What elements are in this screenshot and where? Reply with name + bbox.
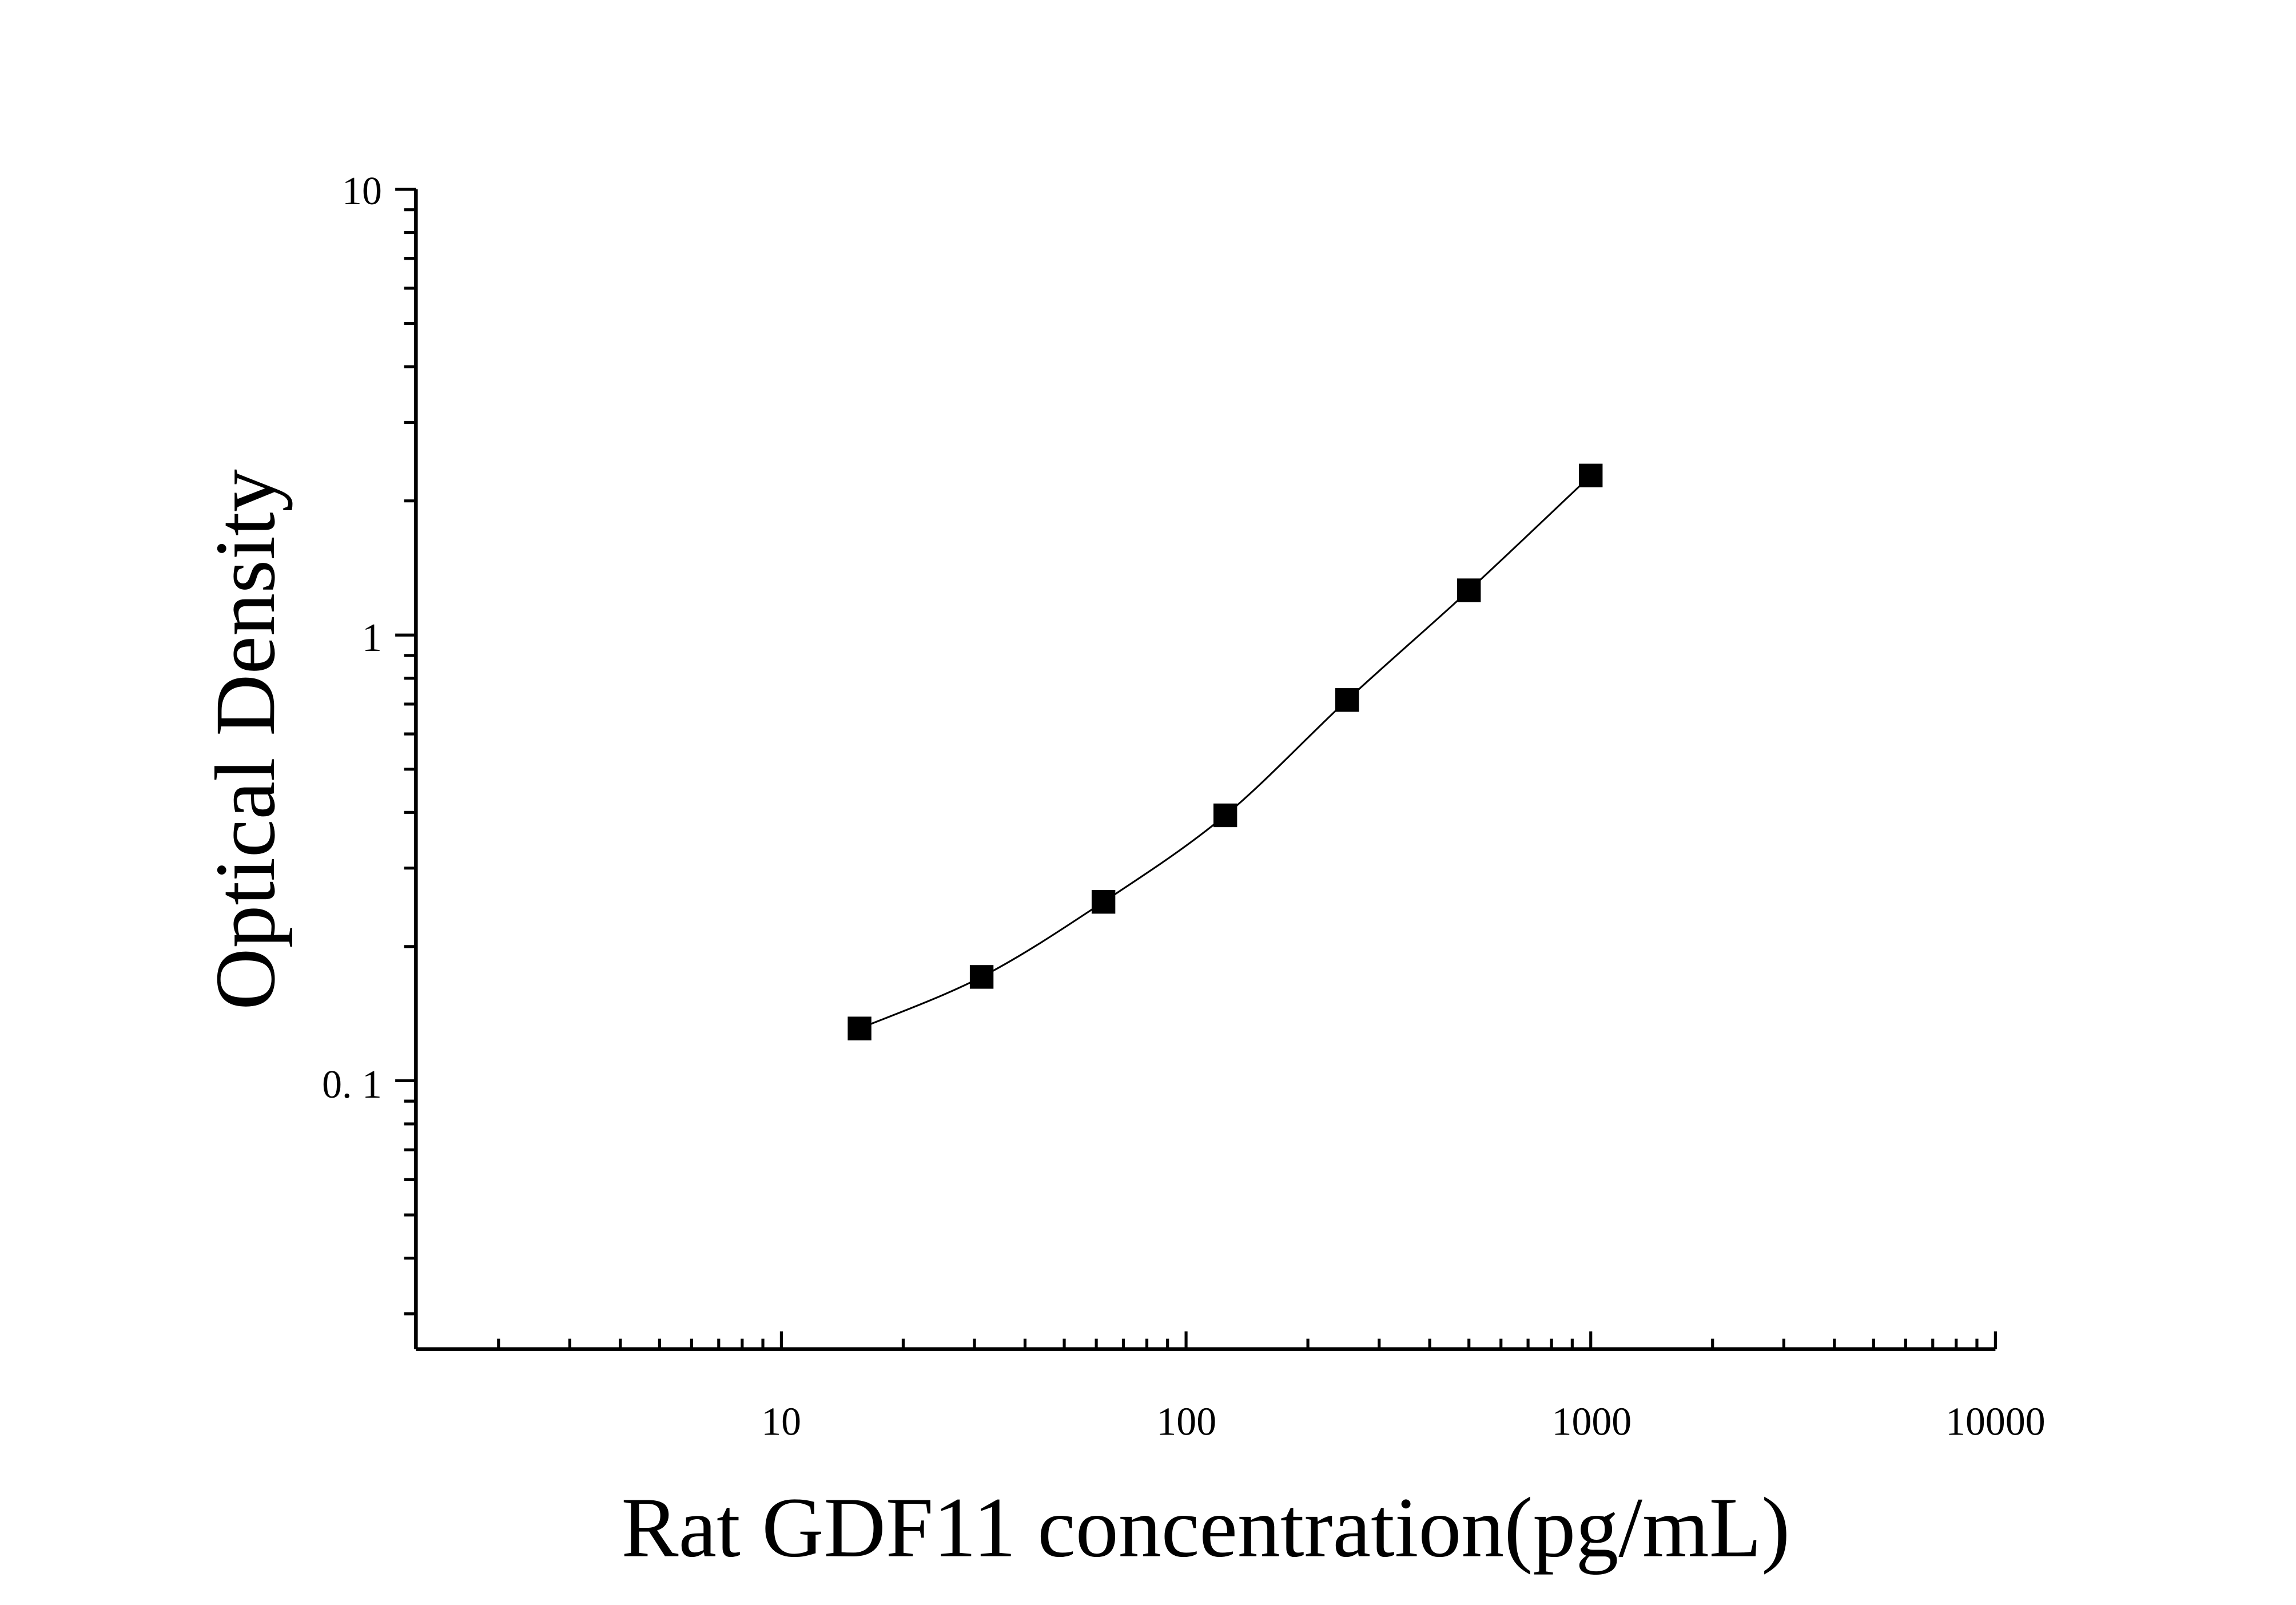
axes [414, 189, 1996, 1351]
data-point [1091, 889, 1116, 914]
data-point [847, 1016, 872, 1040]
y-axis-title: Optical Density [198, 469, 293, 1010]
data-point [1213, 803, 1237, 828]
fit-curve [859, 475, 1591, 1030]
x-tick-label: 10000 [1945, 1400, 2046, 1444]
y-tick-label: 1 [362, 616, 382, 660]
data-point [969, 965, 994, 989]
data-points [847, 463, 1603, 1040]
data-point [1335, 688, 1359, 712]
x-tick-label: 100 [1156, 1400, 1216, 1444]
x-tick-label: 1000 [1552, 1400, 1632, 1444]
x-tick-label: 10 [761, 1400, 801, 1444]
y-tick-label: 0. 1 [322, 1063, 382, 1107]
data-point [1579, 463, 1603, 488]
data-point [1457, 578, 1481, 602]
y-tick-label: 10 [342, 169, 382, 213]
tick-labels: 10 100 1000 10000 0. 1 1 10 [322, 169, 2046, 1444]
x-axis-title: Rat GDF11 concentration(pg/mL) [621, 1480, 1790, 1575]
ticks [395, 188, 1997, 1349]
